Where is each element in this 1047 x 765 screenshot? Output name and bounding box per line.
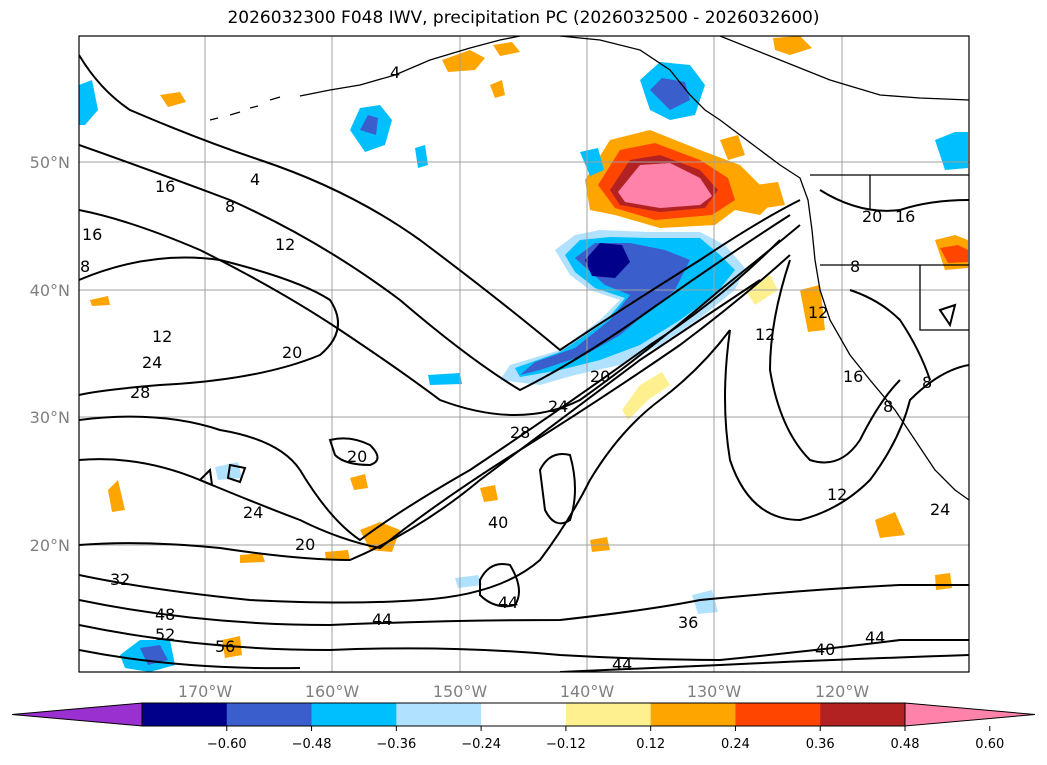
contour-label: 56 [215, 637, 235, 656]
contour-label: 24 [243, 503, 263, 522]
contour-label: 12 [827, 485, 847, 504]
contour-label: 44 [372, 610, 392, 629]
colorbar-segment [226, 703, 313, 726]
contour-label: 8 [883, 397, 893, 416]
colorbar-segment [735, 703, 821, 726]
colorbar-extend-high [904, 702, 1036, 727]
lon-label: 140°W [560, 682, 615, 701]
lat-label: 40°N [30, 281, 70, 300]
contour-labels: 16 8 4 12 16 8 12 24 28 20 20 24 20 32 4… [80, 63, 950, 659]
colorbar-segment [311, 703, 397, 726]
lat-label: 20°N [30, 536, 70, 555]
contour-label: 36 [678, 613, 698, 632]
contour-label: 8 [80, 257, 90, 276]
contour-label: 20 [282, 343, 302, 362]
lon-label: 120°W [815, 682, 870, 701]
contour-label: 20 [862, 207, 882, 226]
map-frame [78, 35, 970, 673]
contour-label: 20 [295, 535, 315, 554]
colorbar-tick-label: −0.36 [376, 737, 416, 752]
colorbar-tick-label: 0.24 [721, 737, 750, 752]
contour-label: 8 [225, 197, 235, 216]
contour-label: 44 [498, 593, 518, 612]
contour-label: 16 [843, 367, 863, 386]
contour-label: 8 [850, 257, 860, 276]
colorbar-tick-label: −0.24 [461, 737, 501, 752]
colorbar-tick-label: −0.60 [207, 737, 247, 752]
contour-label: 52 [155, 625, 175, 644]
contour-label: 24 [930, 500, 950, 519]
contour-label: 20 [590, 367, 610, 386]
map-area [79, 36, 969, 672]
colorbar-segment [481, 703, 567, 726]
contour-label: 20 [347, 447, 367, 466]
contour-label: 8 [922, 373, 932, 392]
colorbar-frame [141, 702, 906, 727]
contour-label: 44 [865, 628, 885, 647]
contour-label: 12 [755, 325, 775, 344]
map-title: 2026032300 F048 IWV, precipitation PC (2… [227, 8, 820, 28]
lat-label: 30°N [30, 408, 70, 427]
contour-label: 32 [110, 570, 130, 589]
contour-label: 40 [815, 640, 835, 659]
colorbar-segment [396, 703, 482, 726]
lon-label: 150°W [433, 682, 488, 701]
colorbar-segment [820, 703, 906, 726]
contour-label: 12 [275, 235, 295, 254]
contour-label: 4 [250, 170, 260, 189]
lat-lon-grid [79, 36, 969, 672]
colorbar-segment [565, 703, 652, 726]
lon-label: 170°W [178, 682, 233, 701]
colorbar-tick-label: 0.60 [975, 737, 1004, 752]
colorbar-tick-label: 0.48 [891, 737, 920, 752]
contour-label: 28 [130, 383, 150, 402]
longitude-axis: 170°W 160°W 150°W 140°W 130°W 120°W [178, 682, 870, 701]
colorbar-segment [142, 703, 228, 726]
contour-label: 16 [155, 177, 175, 196]
contour-label: 40 [488, 513, 508, 532]
contour-label: 4 [390, 63, 400, 82]
lon-label: 130°W [687, 682, 742, 701]
lat-label: 50°N [30, 153, 70, 172]
colorbar-tick-label: −0.12 [546, 737, 586, 752]
contour-label: 44 [612, 655, 632, 674]
contour-label: 16 [895, 207, 915, 226]
colorbar-tick-label: 0.36 [806, 737, 835, 752]
contour-label: 28 [510, 423, 530, 442]
contour-label: 24 [142, 353, 162, 372]
contour-label: 48 [155, 605, 175, 624]
iwv-contours [79, 54, 969, 672]
colorbar-tick-label: −0.48 [292, 737, 332, 752]
colorbar-segment [650, 703, 736, 726]
colorbar-extend-low [11, 702, 143, 727]
contour-label: 24 [548, 397, 568, 416]
colorbar [11, 702, 1036, 727]
latitude-axis: 50°N 40°N 30°N 20°N [30, 153, 70, 555]
colorbar-ticks: −0.60 −0.48 −0.36 −0.24 −0.12 0.12 0.24 0.36 0.4… [207, 726, 1004, 752]
coastlines [209, 36, 969, 501]
contour-label: 12 [152, 327, 172, 346]
contour-label: 12 [808, 303, 828, 322]
colorbar-tick-label: 0.12 [636, 737, 665, 752]
contour-label: 16 [82, 225, 102, 244]
lon-label: 160°W [305, 682, 360, 701]
